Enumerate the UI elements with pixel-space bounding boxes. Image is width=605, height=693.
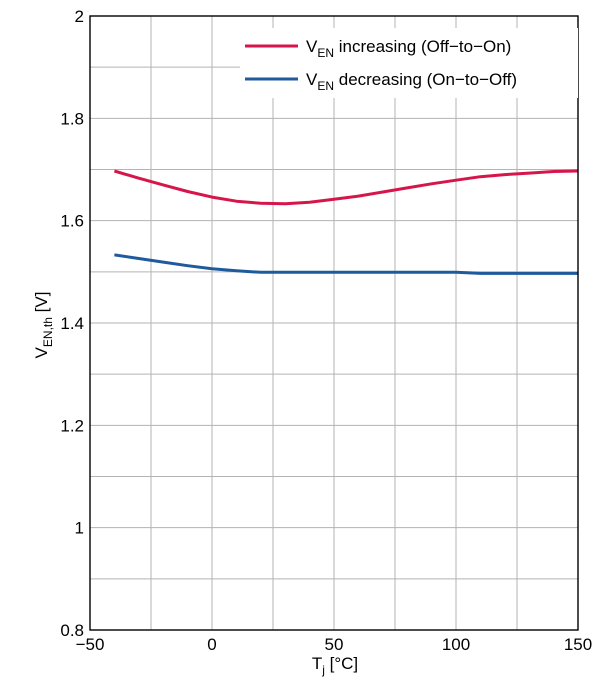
y-axis-label: VEN,th [V] (32, 292, 55, 359)
legend: VEN increasing (Off−to−On) VEN decreasing… (240, 28, 578, 98)
series-line-2 (114, 253, 578, 275)
y-tick-label: 2 (75, 7, 84, 26)
x-axis-label-main: T (312, 654, 322, 673)
x-tick-label: 100 (442, 635, 470, 654)
y-tick-label: 1.4 (60, 314, 84, 333)
x-axis-label-sub: j (321, 663, 325, 677)
y-tick-label: 1.6 (60, 212, 84, 231)
x-axis-label: Tj [°C] (312, 654, 358, 677)
plot-frame (89, 15, 579, 631)
y-tick-label: 1.2 (60, 416, 84, 435)
y-tick-labels: 0.8 1 1.2 1.4 1.6 1.8 2 (60, 7, 84, 640)
series-line-1 (113, 169, 579, 206)
legend-entry-1: VEN increasing (Off−to−On) (306, 37, 511, 60)
y-axis-label-main: V (32, 346, 51, 358)
y-axis-label-unit: [V] (32, 292, 51, 318)
y-tick-label: 0.8 (60, 621, 84, 640)
x-tick-label: 50 (325, 635, 344, 654)
legend-entry-2: VEN decreasing (On−to−Off) (306, 70, 517, 93)
y-tick-label: 1 (75, 519, 84, 538)
legend-box (240, 28, 578, 98)
x-tick-label: 150 (564, 635, 592, 654)
y-tick-label: 1.8 (60, 109, 84, 128)
x-tick-label: 0 (207, 635, 216, 654)
y-axis-label-sub: EN,th (41, 317, 55, 347)
x-axis-label-unit: [°C] (325, 654, 358, 673)
x-tick-labels: −50 0 50 100 150 (76, 635, 593, 654)
grid (90, 16, 578, 630)
x-tick-label: −50 (76, 635, 105, 654)
series-lines (113, 169, 579, 275)
